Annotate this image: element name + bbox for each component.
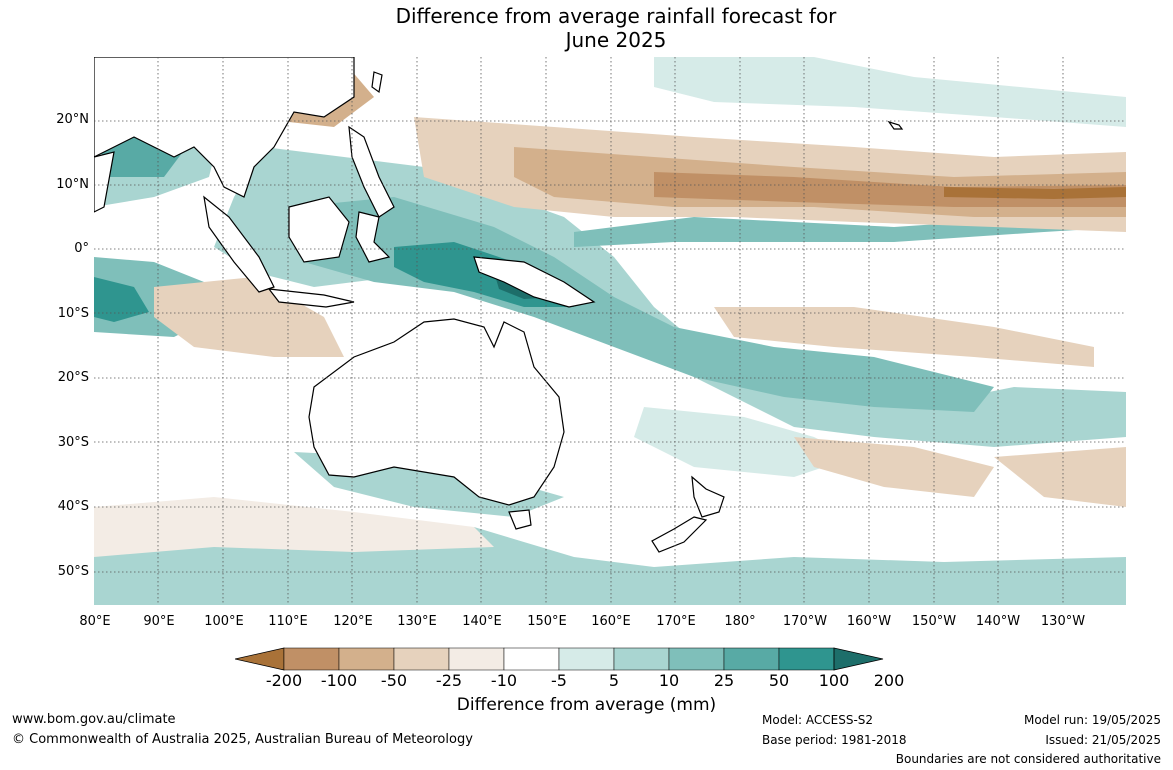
footer-model: Model: ACCESS-S2 xyxy=(762,713,874,727)
sumatra-outline xyxy=(203,195,275,293)
colorbar-tick-label: 50 xyxy=(768,671,790,690)
map-canvas xyxy=(94,57,1126,605)
dry-field-south-indian xyxy=(94,497,494,557)
colorbar-arrow-low xyxy=(235,647,285,671)
colorbar-segment xyxy=(723,647,780,671)
taiwan-outline xyxy=(371,71,383,94)
new-zealand-north-outline xyxy=(691,475,725,518)
rainfall-map xyxy=(94,57,1126,605)
footer-copyright: © Commonwealth of Australia 2025, Austra… xyxy=(12,732,473,747)
new-zealand-south-outline xyxy=(651,516,708,553)
lat-label-50s: 50°S xyxy=(57,564,89,579)
colorbar-tick-label: -5 xyxy=(551,671,567,690)
hawaii-outline xyxy=(887,120,904,130)
colorbar-segment xyxy=(503,647,560,671)
colorbar-segment xyxy=(338,647,395,671)
lon-label-180: 180° xyxy=(724,614,756,629)
lon-label-170e: 170°E xyxy=(656,614,696,629)
lon-label-140w: 140°W xyxy=(975,614,1021,629)
colorbar-tick-label: -100 xyxy=(320,671,358,690)
lon-label-100e: 100°E xyxy=(204,614,244,629)
lat-label-equator: 0° xyxy=(74,241,89,256)
lat-label-20n: 20°N xyxy=(56,112,89,127)
footer-issued: Issued: 21/05/2025 xyxy=(1045,733,1161,747)
asia-mainland-outline xyxy=(94,57,355,198)
philippines-outline xyxy=(348,125,395,218)
dry-field-south-pacific-2 xyxy=(794,437,994,497)
colorbar xyxy=(235,647,884,671)
colorbar-tick-label: -25 xyxy=(435,671,463,690)
lon-label-170w: 170°W xyxy=(782,614,828,629)
lon-label-160w: 160°W xyxy=(846,614,892,629)
colorbar-segment xyxy=(393,647,450,671)
dry-field-indian-ocean xyxy=(154,277,344,357)
colorbar-title: Difference from average (mm) xyxy=(456,695,717,715)
colorbar-tick-label: 25 xyxy=(713,671,735,690)
colorbar-segment xyxy=(448,647,505,671)
footer-disclaimer: Boundaries are not considered authoritat… xyxy=(895,752,1161,766)
colorbar-tick-label: 100 xyxy=(818,671,850,690)
landmasses xyxy=(94,57,904,553)
colorbar-segment xyxy=(778,647,835,671)
colorbar-tick-label: -50 xyxy=(380,671,408,690)
colorbar-tick-label: 5 xyxy=(608,671,620,690)
lon-label-80e: 80°E xyxy=(79,614,111,629)
lon-label-140e: 140°E xyxy=(462,614,502,629)
india-outline xyxy=(94,151,115,213)
dry-field-north-pacific-darkest xyxy=(944,187,1126,199)
lon-label-130e: 130°E xyxy=(397,614,437,629)
wet-field-pacific-south xyxy=(634,407,854,477)
colorbar-segment xyxy=(558,647,615,671)
map-title: Difference from average rainfall forecas… xyxy=(0,4,1173,52)
colorbar-tick-label: 10 xyxy=(658,671,680,690)
gridlines xyxy=(94,57,1126,605)
lat-label-20s: 20°S xyxy=(57,370,89,385)
lon-label-110e: 110°E xyxy=(268,614,308,629)
title-line-2: June 2025 xyxy=(565,28,667,52)
lon-label-150e: 150°E xyxy=(527,614,567,629)
colorbar-arrow-high xyxy=(833,647,884,671)
tasmania-outline xyxy=(508,509,532,530)
lat-label-30s: 30°S xyxy=(57,435,89,450)
australia-outline xyxy=(308,318,565,506)
footer-base-period: Base period: 1981-2018 xyxy=(762,733,907,747)
lon-label-120e: 120°E xyxy=(333,614,373,629)
title-line-1: Difference from average rainfall forecas… xyxy=(395,4,837,28)
footer-model-run: Model run: 19/05/2025 xyxy=(1023,713,1161,727)
wet-field-north-pacific xyxy=(654,57,1126,127)
dry-field-south-pacific xyxy=(714,307,1094,367)
lon-label-130w: 130°W xyxy=(1040,614,1086,629)
lat-label-40s: 40°S xyxy=(57,499,89,514)
colorbar-segment xyxy=(613,647,670,671)
colorbar-tick-label: -10 xyxy=(490,671,518,690)
wet-field-west-core xyxy=(94,277,149,322)
colorbar-segment xyxy=(283,647,340,671)
colorbar-tick-label: -200 xyxy=(265,671,303,690)
lat-label-10s: 10°S xyxy=(57,306,89,321)
new-guinea-outline xyxy=(473,256,596,308)
lon-label-90e: 90°E xyxy=(143,614,175,629)
dry-field-north-pacific-core xyxy=(654,172,1126,207)
colorbar-segment xyxy=(668,647,725,671)
dry-field-far-southeast xyxy=(994,447,1126,507)
borneo-outline xyxy=(288,196,350,263)
lon-label-150w: 150°W xyxy=(911,614,957,629)
lat-label-10n: 10°N xyxy=(56,177,89,192)
footer-url: www.bom.gov.au/climate xyxy=(12,712,176,727)
java-outline xyxy=(267,288,355,308)
colorbar-tick-label: 200 xyxy=(873,671,905,690)
lon-label-160e: 160°E xyxy=(591,614,631,629)
